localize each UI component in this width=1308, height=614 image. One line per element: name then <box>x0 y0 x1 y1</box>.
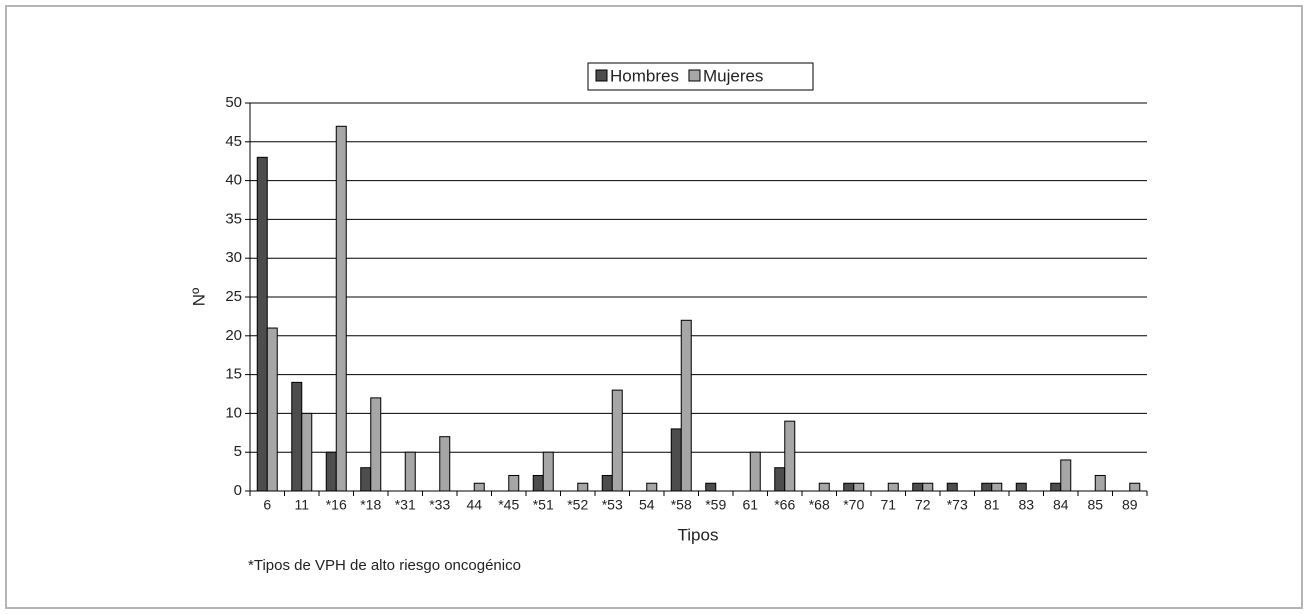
x-tick-label: 6 <box>263 497 271 513</box>
x-axis-label: Tipos <box>678 525 719 544</box>
bar <box>325 451 337 492</box>
y-tick-label: 25 <box>225 288 242 305</box>
y-tick-label: 5 <box>234 443 242 460</box>
legend-label: Mujeres <box>703 66 763 85</box>
bar <box>887 482 899 492</box>
x-tick-label: *58 <box>671 497 692 513</box>
bar <box>646 482 658 492</box>
x-tick-label: *68 <box>809 497 830 513</box>
x-tick-label: 54 <box>639 497 655 513</box>
legend-label: Hombres <box>610 66 679 85</box>
frame <box>5 5 1303 609</box>
y-tick-label: 30 <box>225 249 242 266</box>
bar <box>1015 482 1027 492</box>
bar <box>266 327 278 492</box>
bar <box>818 482 830 492</box>
x-tick-label: *53 <box>602 497 623 513</box>
bar <box>1129 482 1141 492</box>
bar <box>991 482 1003 492</box>
x-tick-label: *70 <box>843 497 864 513</box>
y-tick-label: 45 <box>225 133 242 150</box>
x-tick-label: *45 <box>498 497 519 513</box>
bar <box>680 319 692 492</box>
legend-box <box>587 62 814 91</box>
bar <box>853 482 865 492</box>
bar <box>981 482 993 492</box>
x-tick-label: 61 <box>742 497 758 513</box>
bar <box>370 397 382 492</box>
bar <box>291 381 303 492</box>
x-tick-label: *33 <box>429 497 450 513</box>
bar <box>439 436 451 492</box>
x-tick-label: 11 <box>294 497 309 513</box>
bar <box>912 482 924 492</box>
bar <box>611 389 623 492</box>
legend-swatch <box>688 69 701 82</box>
x-tick-label: *31 <box>395 497 416 513</box>
x-tick-label: *16 <box>326 497 347 513</box>
y-axis-label: Nº <box>189 288 208 307</box>
y-tick-label: 40 <box>225 172 242 189</box>
bar <box>784 420 796 492</box>
x-tick-label: *18 <box>360 497 381 513</box>
legend-swatch <box>595 69 608 82</box>
y-tick-label: 35 <box>225 210 242 227</box>
y-tick-label: 20 <box>225 327 242 344</box>
bar <box>256 156 268 492</box>
x-tick-label: 85 <box>1087 497 1103 513</box>
bar <box>705 482 717 492</box>
bar <box>360 467 372 492</box>
bar <box>1094 474 1106 492</box>
y-tick-label: 0 <box>234 482 242 499</box>
x-tick-label: *52 <box>567 497 588 513</box>
bar <box>473 482 485 492</box>
bar <box>601 474 613 492</box>
x-tick-label: 81 <box>984 497 1000 513</box>
bar <box>922 482 934 492</box>
x-tick-label: 71 <box>880 497 896 513</box>
bar <box>532 474 544 492</box>
x-tick-label: 72 <box>915 497 931 513</box>
x-tick-label: *73 <box>947 497 968 513</box>
bar <box>670 428 682 492</box>
bar <box>774 467 786 492</box>
bar <box>843 482 855 492</box>
x-tick-label: *59 <box>705 497 726 513</box>
bar <box>1060 459 1072 492</box>
x-tick-label: *51 <box>533 497 554 513</box>
bar <box>542 451 554 492</box>
bar <box>508 474 520 492</box>
footnote: *Tipos de VPH de alto riesgo oncogénico <box>248 557 521 574</box>
y-tick-label: 15 <box>225 366 242 383</box>
x-tick-label: 89 <box>1122 497 1138 513</box>
x-tick-label: *66 <box>774 497 795 513</box>
x-tick-label: 44 <box>466 497 482 513</box>
y-tick-label: 50 <box>225 94 242 111</box>
bar <box>301 412 313 492</box>
bar <box>1050 482 1062 492</box>
bar <box>404 451 416 492</box>
bar <box>749 451 761 492</box>
bar <box>577 482 589 492</box>
x-tick-label: 83 <box>1018 497 1034 513</box>
y-tick-label: 10 <box>225 404 242 421</box>
x-tick-label: 84 <box>1053 497 1069 513</box>
bar <box>335 125 347 492</box>
bar <box>946 482 958 492</box>
